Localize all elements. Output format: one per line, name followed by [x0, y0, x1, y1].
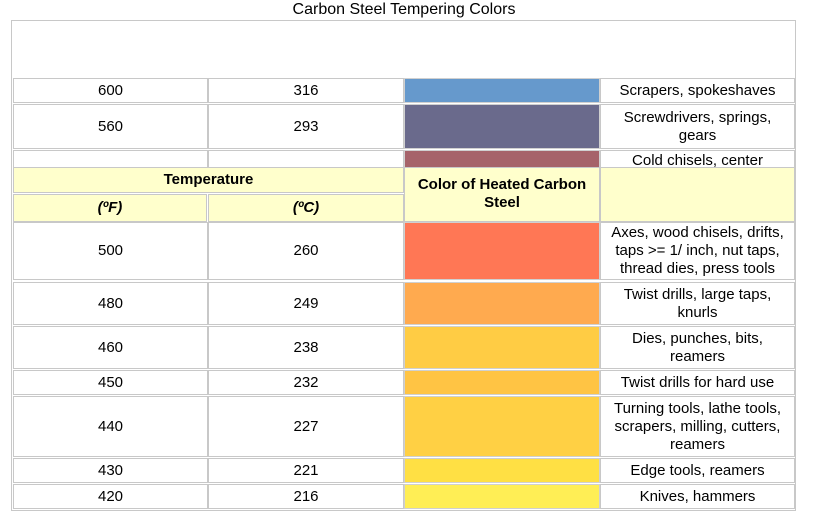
uses-cell: Screwdrivers, springs, gears: [600, 104, 795, 149]
temperature-header: Temperature: [13, 167, 404, 193]
fahrenheit-cell: 540: [13, 150, 208, 167]
color-swatch: [404, 326, 600, 369]
fahrenheit-cell: 560: [13, 104, 208, 149]
fahrenheit-cell: 430: [13, 458, 208, 483]
fahrenheit-cell: 450: [13, 370, 208, 395]
uses-cell: Twist drills for hard use: [600, 370, 795, 395]
uses-cell: Turning tools, lathe tools, scrapers, mi…: [600, 396, 795, 457]
uses-cell: Knives, hammers: [600, 484, 795, 509]
uses-cell: Twist drills, large taps, knurls: [600, 282, 795, 325]
uses-header: [600, 167, 795, 222]
celsius-cell: 216: [208, 484, 404, 509]
color-swatch: [404, 282, 600, 325]
fahrenheit-cell: 460: [13, 326, 208, 369]
color-swatch: [404, 222, 600, 280]
color-swatch: [404, 458, 600, 483]
fahrenheit-cell: 500: [13, 222, 208, 280]
color-swatch: [404, 78, 600, 103]
tempering-table: [11, 20, 796, 511]
color-header: Color of Heated Carbon Steel: [404, 167, 600, 222]
uses-cell: Scrapers, spokeshaves: [600, 78, 795, 103]
color-swatch: [404, 396, 600, 457]
color-swatch: [404, 484, 600, 509]
color-swatch: [404, 104, 600, 149]
scroll-clip: 540282 Cold chisels, center: [0, 0, 816, 167]
fahrenheit-cell: 420: [13, 484, 208, 509]
celsius-cell: 232: [208, 370, 404, 395]
celsius-cell: 249: [208, 282, 404, 325]
fahrenheit-cell: 480: [13, 282, 208, 325]
celsius-cell: 293: [208, 104, 404, 149]
celsius-cell: 316: [208, 78, 404, 103]
celsius-cell: 221: [208, 458, 404, 483]
color-swatch: [404, 370, 600, 395]
celsius-cell: 238: [208, 326, 404, 369]
color-swatch: [404, 150, 600, 167]
uses-cell: Cold chisels, center: [600, 150, 795, 167]
uses-cell: Axes, wood chisels, drifts, taps >= 1/ i…: [600, 222, 795, 280]
celsius-cell: 227: [208, 396, 404, 457]
table-title: Carbon Steel Tempering Colors: [292, 1, 516, 18]
fahrenheit-cell: 600: [13, 78, 208, 103]
celsius-header: (ºC): [208, 194, 404, 222]
fahrenheit-cell: 440: [13, 396, 208, 457]
celsius-cell: 260: [208, 222, 404, 280]
uses-cell: Dies, punches, bits, reamers: [600, 326, 795, 369]
celsius-cell: 282: [208, 150, 404, 167]
fahrenheit-header: (ºF): [13, 194, 207, 222]
uses-cell: Edge tools, reamers: [600, 458, 795, 483]
